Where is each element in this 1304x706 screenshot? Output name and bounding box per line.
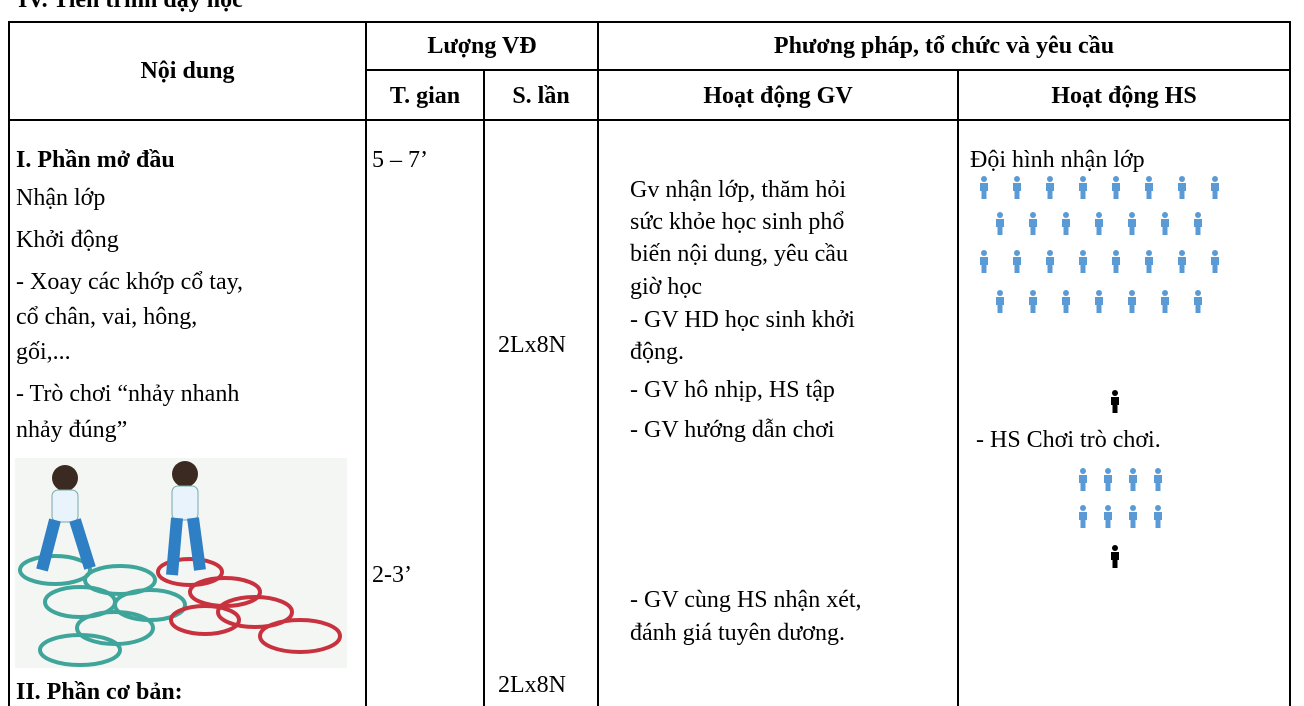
student-line: Đội hình nhận lớp [970, 147, 1145, 173]
student-icon [1161, 212, 1169, 235]
student-icon [1095, 212, 1103, 235]
student-icon [1145, 176, 1153, 199]
student-icon [1211, 176, 1219, 199]
teacher-line: - GV HD học sinh khởi [630, 307, 855, 333]
student-icon [1112, 250, 1120, 273]
teacher-line: động. [630, 339, 684, 365]
student-icon [1129, 505, 1137, 528]
content-line: Khởi động [16, 227, 119, 253]
student-icon [1145, 250, 1153, 273]
student-icon [1178, 250, 1186, 273]
content-line: nhảy đúng” [16, 417, 128, 443]
header-cell: T. gian [389, 83, 461, 109]
student-icon [1079, 250, 1087, 273]
student-icon [1062, 290, 1070, 313]
teacher-line: - GV hướng dẫn chơi [630, 417, 835, 443]
student-icon [1104, 505, 1112, 528]
student-icon [1194, 290, 1202, 313]
teacher-line: - GV hô nhịp, HS tập [630, 377, 835, 403]
header-cell: Hoạt động GV [703, 83, 853, 109]
content-line: Nhận lớp [16, 185, 106, 211]
teacher-line: sức khỏe học sinh phổ [630, 209, 845, 235]
content-line: II. Phần cơ bản: [16, 679, 183, 705]
student-icon [996, 290, 1004, 313]
header-cell: Phương pháp, tổ chức và yêu cầu [773, 33, 1115, 59]
student-icon [1194, 212, 1202, 235]
student-icon [980, 250, 988, 273]
student-icon [1095, 290, 1103, 313]
content-line: - Xoay các khớp cổ tay, [16, 269, 244, 295]
student-icon [1112, 176, 1120, 199]
section-heading: IV. Tiến trình dạy học [18, 0, 243, 13]
student-icon [1046, 250, 1054, 273]
student-icon [1128, 290, 1136, 313]
teacher-line: giờ học [630, 274, 703, 300]
header-cell: S. lần [512, 83, 570, 109]
student-icon [1013, 250, 1021, 273]
student-line: - HS Chơi trò chơi. [976, 427, 1161, 453]
student-icon [1111, 390, 1119, 413]
student-icon [1154, 505, 1162, 528]
student-icon [1046, 176, 1054, 199]
student-icon [1129, 468, 1137, 491]
student-icon [1128, 212, 1136, 235]
student-icon [1062, 212, 1070, 235]
content-line: - Trò chơi “nhảy nhanh [16, 381, 240, 407]
content-line: cổ chân, vai, hông, [16, 304, 198, 330]
hopscotch-illustration [15, 458, 347, 668]
student-icon [1013, 176, 1021, 199]
time-cell: 2-3’ [372, 562, 412, 588]
teacher-line: - GV cùng HS nhận xét, [630, 587, 862, 613]
student-icon [996, 212, 1004, 235]
student-icon [1029, 290, 1037, 313]
student-icon [1079, 176, 1087, 199]
header-cell: Nội dung [140, 58, 235, 84]
content-line: gối,... [16, 339, 71, 365]
student-icon [1079, 505, 1087, 528]
student-icon [1029, 212, 1037, 235]
content-line: I. Phần mở đầu [16, 147, 175, 173]
student-icon [1154, 468, 1162, 491]
student-icon [1111, 545, 1119, 568]
teacher-line: đánh giá tuyên dương. [630, 620, 845, 646]
student-icon [1079, 468, 1087, 491]
student-icon [1161, 290, 1169, 313]
teacher-line: biến nội dung, yêu cầu [630, 241, 848, 267]
header-cell: Hoạt động HS [1051, 83, 1197, 109]
reps-cell: 2Lx8N [498, 672, 566, 698]
student-icon [1178, 176, 1186, 199]
header-cell: Lượng VĐ [427, 33, 537, 59]
teacher-line: Gv nhận lớp, thăm hỏi [630, 177, 846, 203]
student-icon [980, 176, 988, 199]
student-icon [1104, 468, 1112, 491]
student-icon [1211, 250, 1219, 273]
time-cell: 5 – 7’ [372, 147, 428, 173]
reps-cell: 2Lx8N [498, 332, 566, 358]
